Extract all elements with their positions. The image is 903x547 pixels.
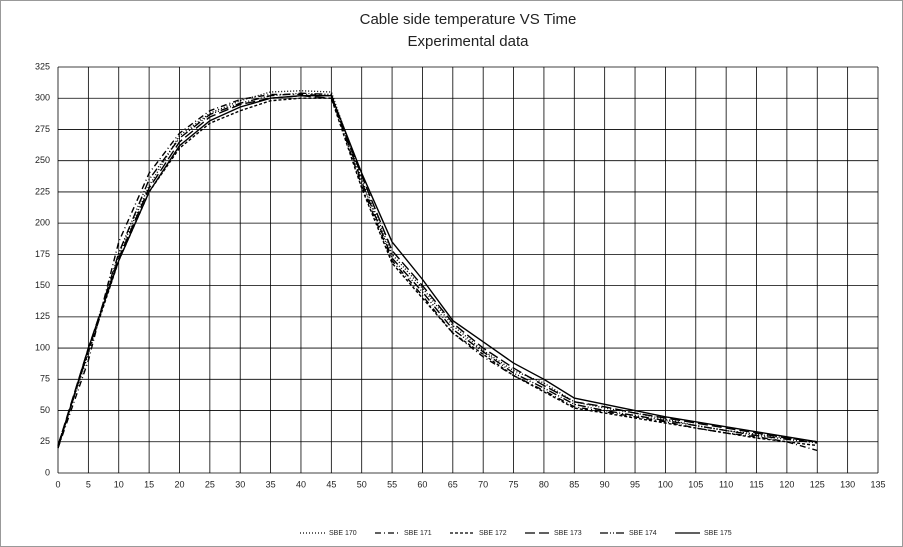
x-tick-label: 95	[630, 479, 640, 489]
x-tick-label: 5	[86, 479, 91, 489]
legend-label: SBE 172	[479, 530, 507, 537]
series-line	[57, 95, 818, 446]
y-tick-label: 75	[40, 374, 50, 384]
x-tick-label: 115	[749, 479, 763, 489]
x-tick-label: 90	[600, 479, 610, 489]
y-tick-label: 250	[35, 155, 50, 165]
x-tick-label: 35	[266, 479, 276, 489]
y-tick-label: 100	[35, 342, 50, 352]
series-line	[57, 92, 818, 447]
legend-label: SBE 173	[554, 530, 582, 537]
x-tick-label: 55	[387, 479, 397, 489]
x-tick-label: 40	[296, 479, 306, 489]
x-tick-label: 25	[205, 479, 215, 489]
x-tick-label: 130	[840, 479, 855, 489]
chart-title: Cable side temperature VS Time	[360, 11, 577, 28]
chart-subtitle: Experimental data	[408, 33, 530, 50]
x-tick-label: 110	[719, 479, 733, 489]
x-tick-label: 105	[688, 479, 703, 489]
x-tick-label: 10	[114, 479, 124, 489]
x-tick-label: 125	[810, 479, 825, 489]
y-tick-label: 25	[40, 436, 50, 446]
y-tick-label: 325	[35, 61, 50, 71]
x-tick-label: 120	[779, 479, 794, 489]
series-line	[57, 95, 818, 449]
y-tick-label: 150	[35, 280, 50, 290]
y-tick-label: 300	[35, 93, 50, 103]
y-tick-label: 200	[35, 218, 50, 228]
x-tick-label: 65	[448, 479, 458, 489]
x-tick-label: 45	[326, 479, 336, 489]
x-tick-label: 100	[658, 479, 673, 489]
y-tick-label: 0	[45, 467, 50, 477]
x-tick-label: 85	[569, 479, 579, 489]
x-tick-label: 50	[357, 479, 367, 489]
legend-label: SBE 170	[329, 530, 357, 537]
x-tick-label: 15	[144, 479, 154, 489]
x-tick-label: 75	[509, 479, 519, 489]
x-tick-label: 135	[870, 479, 885, 489]
x-tick-label: 60	[417, 479, 427, 489]
y-tick-label: 225	[35, 186, 50, 196]
legend-label: SBE 171	[404, 530, 432, 537]
x-tick-label: 70	[478, 479, 488, 489]
x-tick-label: 80	[539, 479, 549, 489]
series-line	[57, 97, 818, 447]
legend-label: SBE 174	[629, 530, 657, 537]
y-tick-label: 50	[40, 405, 50, 415]
x-tick-label: 0	[55, 479, 60, 489]
y-tick-label: 275	[35, 124, 50, 134]
legend-label: SBE 175	[704, 530, 732, 537]
x-tick-label: 30	[235, 479, 245, 489]
y-tick-label: 125	[35, 311, 50, 321]
x-tick-label: 20	[174, 479, 184, 489]
y-tick-label: 175	[35, 249, 50, 259]
